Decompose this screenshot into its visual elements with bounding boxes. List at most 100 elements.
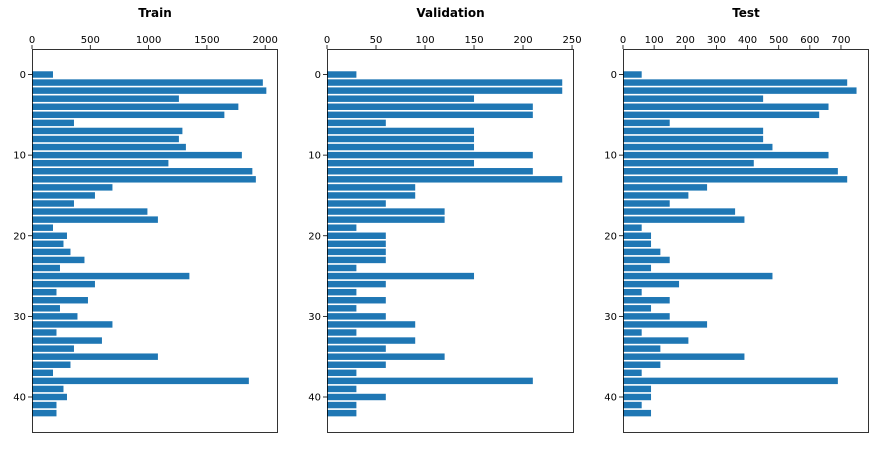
bar — [32, 256, 85, 264]
y-tick-label: 30 — [308, 312, 321, 323]
bar — [623, 232, 652, 239]
bar — [327, 345, 386, 352]
x-tick-label: 2000 — [252, 35, 277, 46]
bar — [327, 184, 416, 191]
bar — [623, 353, 745, 360]
bar — [32, 240, 64, 248]
bar — [32, 353, 158, 360]
y-tick-label: 20 — [604, 231, 617, 242]
x-tick-label: 100 — [415, 35, 434, 46]
bar — [327, 305, 357, 312]
bar — [327, 87, 563, 94]
bar — [327, 159, 475, 167]
bar — [32, 393, 67, 401]
bar — [623, 321, 708, 328]
x-tick-label: 700 — [831, 35, 850, 46]
bar — [32, 143, 186, 151]
bar — [32, 200, 74, 207]
bar — [623, 369, 642, 377]
bar — [32, 361, 71, 368]
x-tick-label: 300 — [707, 35, 726, 46]
bar — [327, 385, 357, 393]
bar — [327, 224, 357, 231]
bar — [623, 135, 764, 143]
bar — [623, 224, 642, 231]
panel-0: Train 0 500 1000 1500 2000 0 10 20 30 40 — [13, 6, 278, 433]
y-tick-label: 10 — [13, 151, 26, 162]
bar — [327, 232, 386, 239]
bar — [623, 71, 642, 78]
bar — [327, 337, 416, 344]
bar — [32, 127, 183, 135]
y-tick-label: 30 — [13, 312, 26, 323]
bar — [623, 159, 754, 167]
bar — [32, 184, 113, 191]
x-tick-label: 500 — [81, 35, 100, 46]
bar — [327, 280, 386, 288]
x-tick-label: 1500 — [194, 35, 219, 46]
bar — [623, 119, 670, 127]
bar — [32, 159, 169, 167]
bar — [623, 192, 689, 199]
axes-frame — [32, 49, 278, 433]
x-tick-label: 50 — [370, 35, 383, 46]
bar — [327, 111, 533, 119]
bar — [623, 208, 736, 215]
bar — [32, 176, 256, 183]
bar — [327, 216, 445, 223]
bar — [327, 401, 357, 409]
bar — [32, 103, 239, 110]
bar — [32, 264, 60, 272]
bar — [623, 409, 652, 417]
bar — [623, 176, 848, 183]
bar — [327, 176, 563, 183]
bar — [623, 200, 670, 207]
x-tick-label: 0 — [324, 35, 330, 46]
bar — [623, 184, 708, 191]
bar — [32, 345, 74, 352]
x-tick-label: 200 — [676, 35, 695, 46]
bar — [623, 151, 829, 159]
panel-title: Test — [732, 6, 760, 20]
bar — [327, 321, 416, 328]
bar — [327, 393, 386, 401]
bar — [327, 288, 357, 296]
bar — [327, 79, 563, 86]
panel-1: Validation 0 50 100 150 200 250 0 10 20 30 40 — [308, 6, 582, 433]
bar — [623, 272, 773, 280]
bar — [327, 151, 533, 159]
bar — [327, 329, 357, 336]
bar — [32, 79, 263, 86]
x-tick-label: 600 — [800, 35, 819, 46]
bar — [327, 168, 533, 175]
bar — [623, 248, 661, 256]
bar — [327, 377, 533, 385]
panel-2: Test 0 100 200 300 400 500 600 700 0 10 20 30 40 — [604, 6, 869, 433]
bar — [327, 361, 386, 368]
bar — [32, 248, 71, 256]
bar — [623, 87, 857, 94]
bar — [327, 240, 386, 248]
x-tick-label: 100 — [645, 35, 664, 46]
x-tick-label: 500 — [769, 35, 788, 46]
bar — [327, 200, 386, 207]
bar — [623, 79, 848, 86]
y-tick-label: 10 — [604, 151, 617, 162]
bar — [327, 409, 357, 417]
y-tick-label: 40 — [13, 393, 26, 404]
y-tick-label: 30 — [604, 312, 617, 323]
bar — [623, 393, 652, 401]
bar — [623, 377, 838, 385]
bar — [32, 87, 267, 94]
x-tick-label: 0 — [620, 35, 626, 46]
bar — [32, 224, 53, 231]
bar — [32, 272, 190, 280]
bar — [623, 345, 661, 352]
bar — [327, 208, 445, 215]
bar — [623, 337, 689, 344]
bar — [623, 288, 642, 296]
x-tick-label: 250 — [562, 35, 581, 46]
y-tick-label: 40 — [308, 393, 321, 404]
bar — [327, 256, 386, 264]
